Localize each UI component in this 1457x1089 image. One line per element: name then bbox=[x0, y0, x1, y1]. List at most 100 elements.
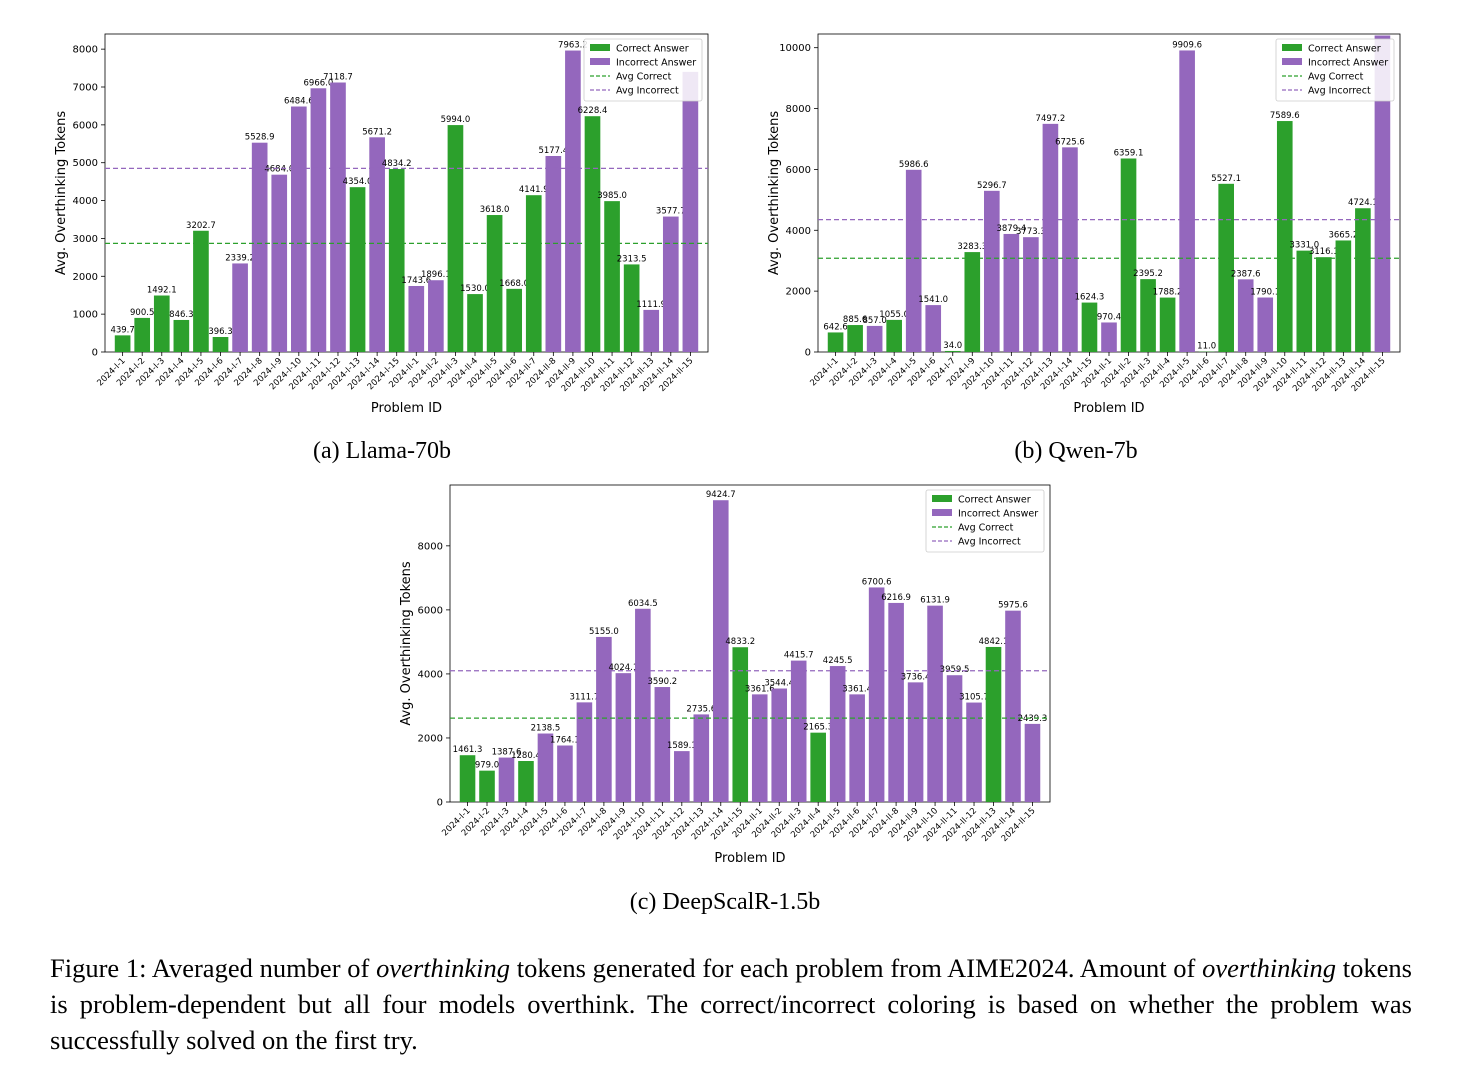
y-tick-label: 2000 bbox=[418, 733, 443, 744]
bar-value-label: 3331.0 bbox=[1289, 241, 1319, 251]
bar-value-label: 6484.6 bbox=[284, 97, 314, 107]
bar bbox=[1062, 147, 1078, 352]
bar-value-label: 6131.9 bbox=[920, 596, 950, 606]
legend-label: Incorrect Answer bbox=[1308, 58, 1388, 69]
bar-value-label: 9909.6 bbox=[1172, 40, 1202, 50]
bar bbox=[232, 263, 248, 352]
bar bbox=[114, 335, 131, 352]
bar bbox=[369, 137, 385, 352]
y-tick-label: 4000 bbox=[418, 669, 443, 680]
plot-frame bbox=[449, 484, 1051, 803]
legend-swatch-incorrect bbox=[590, 58, 610, 65]
y-tick-label: 6000 bbox=[418, 605, 443, 616]
bar-value-label: 3111.7 bbox=[570, 692, 600, 702]
y-axis-label: Avg. Overthinking Tokens bbox=[767, 111, 782, 276]
bar bbox=[712, 500, 729, 802]
bar-value-label: 5177.4 bbox=[538, 146, 568, 156]
bar bbox=[615, 673, 632, 802]
y-tick-label: 8000 bbox=[73, 45, 98, 56]
bar bbox=[1374, 35, 1391, 352]
chart-panel-llama: 0 1000 2000 3000 4000 5000 6000 7000 8000 439.7 20… bbox=[0, 0, 728, 430]
bar-value-label: 6725.6 bbox=[1055, 137, 1085, 147]
bar bbox=[790, 660, 807, 802]
y-tick-label: 8000 bbox=[418, 541, 443, 552]
bar bbox=[153, 295, 170, 352]
bar-value-label: 3879.4 bbox=[996, 224, 1026, 234]
bar-value-label: 5975.6 bbox=[998, 601, 1028, 611]
bar bbox=[251, 142, 268, 352]
bar bbox=[1335, 240, 1352, 352]
bar-value-label: 1668.0 bbox=[499, 279, 529, 289]
bar bbox=[1276, 121, 1293, 352]
y-tick-label: 4000 bbox=[786, 226, 811, 237]
bar-value-label: 7963.2 bbox=[558, 41, 588, 51]
bar-value-label: 885.6 bbox=[843, 315, 867, 325]
bar-value-label: 2138.5 bbox=[531, 724, 561, 734]
bar-value-label: 4684.0 bbox=[264, 165, 294, 175]
bar bbox=[643, 309, 660, 352]
bar-value-label: 1788.2 bbox=[1153, 288, 1183, 298]
bar bbox=[866, 325, 883, 352]
bar bbox=[498, 757, 515, 802]
caption-emph-1: overthinking bbox=[376, 953, 510, 983]
legend-box bbox=[925, 489, 1045, 553]
bar-value-label: 396.3 bbox=[208, 327, 232, 337]
bar-value-label: 7589.6 bbox=[1270, 111, 1300, 121]
x-axis-label: Problem ID bbox=[371, 401, 442, 416]
bar-value-label: 3618.0 bbox=[480, 205, 510, 215]
bar bbox=[545, 155, 562, 352]
legend-label: Avg Incorrect bbox=[616, 86, 679, 97]
bar bbox=[662, 216, 679, 352]
bar bbox=[674, 751, 690, 802]
bar-value-label: 6034.5 bbox=[628, 599, 658, 609]
bar-value-label: 7118.7 bbox=[323, 73, 353, 83]
y-tick-label: 6000 bbox=[73, 120, 98, 131]
bar-value-label: 2387.6 bbox=[1231, 269, 1261, 279]
legend-label: Avg Incorrect bbox=[1308, 86, 1371, 97]
bar-value-label: 1624.3 bbox=[1075, 293, 1105, 303]
bar-value-label: 4141.9 bbox=[519, 185, 549, 195]
legend-swatch-incorrect bbox=[932, 509, 952, 516]
bar bbox=[349, 187, 366, 352]
bar-value-label: 2395.2 bbox=[1133, 269, 1163, 279]
bar-value-label: 1461.3 bbox=[453, 745, 483, 755]
bar-value-label: 34.0 bbox=[943, 341, 962, 351]
legend-label: Correct Answer bbox=[1308, 44, 1381, 55]
bar-value-label: 642.6 bbox=[823, 322, 847, 332]
bar-value-label: 3361.4 bbox=[842, 684, 872, 694]
y-tick-label: 1000 bbox=[73, 310, 98, 321]
plot-frame bbox=[104, 33, 709, 353]
bar-value-label: 6700.6 bbox=[862, 577, 892, 587]
bar-value-label: 2735.6 bbox=[686, 704, 716, 714]
bar-value-label: 2165.3 bbox=[803, 723, 833, 733]
legend-label: Incorrect Answer bbox=[958, 509, 1038, 520]
bar bbox=[925, 305, 942, 352]
caption-part-3: tokens is problem-dependent but all four… bbox=[50, 953, 1412, 1055]
bar-value-label: 1541.0 bbox=[918, 295, 948, 305]
bar-value-label: 1764.1 bbox=[550, 736, 580, 746]
bar-value-label: 2339.2 bbox=[225, 253, 255, 263]
bar-value-label: 1280.4 bbox=[511, 751, 541, 761]
legend-label: Avg Correct bbox=[958, 523, 1014, 534]
bar-value-label: 3116.1 bbox=[1309, 247, 1339, 257]
bar bbox=[751, 694, 768, 802]
y-tick-label: 10000 bbox=[779, 43, 811, 54]
bar bbox=[827, 332, 844, 352]
bar-value-label: 3283.3 bbox=[957, 242, 987, 252]
caption-part-1: Figure 1: Averaged number of bbox=[50, 953, 377, 983]
bar bbox=[964, 252, 981, 352]
legend-label: Correct Answer bbox=[958, 495, 1031, 506]
legend-swatch-correct bbox=[932, 495, 952, 502]
bar-value-label: 1530.0 bbox=[460, 284, 490, 294]
legend-label: Correct Answer bbox=[616, 44, 689, 55]
caption-emph-2: overthinking bbox=[1202, 953, 1337, 983]
bar bbox=[623, 264, 640, 352]
bar bbox=[682, 71, 699, 352]
y-tick-label: 4000 bbox=[73, 196, 98, 207]
bar bbox=[518, 761, 534, 802]
bar-value-label: 3985.0 bbox=[597, 191, 627, 201]
bar-value-label: 9424.7 bbox=[706, 490, 736, 500]
bar-value-label: 4415.7 bbox=[784, 651, 814, 661]
bar bbox=[447, 125, 464, 352]
bar-value-label: 1055.0 bbox=[879, 310, 909, 320]
